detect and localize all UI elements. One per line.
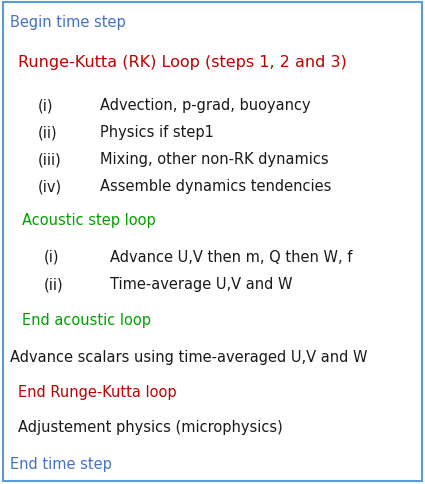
- Text: Runge-Kutta (RK) Loop (steps 1, 2 and 3): Runge-Kutta (RK) Loop (steps 1, 2 and 3): [18, 55, 347, 70]
- Text: End Runge-Kutta loop: End Runge-Kutta loop: [18, 384, 177, 399]
- Text: (i): (i): [38, 98, 54, 113]
- Text: (ii): (ii): [38, 125, 58, 140]
- Text: Acoustic step loop: Acoustic step loop: [22, 212, 156, 227]
- Text: Advance U,V then m, Q then W, f: Advance U,V then m, Q then W, f: [110, 249, 352, 264]
- Text: End time step: End time step: [10, 456, 112, 471]
- Text: End acoustic loop: End acoustic loop: [22, 312, 151, 327]
- FancyBboxPatch shape: [3, 3, 422, 481]
- Text: Begin time step: Begin time step: [10, 15, 126, 30]
- Text: Mixing, other non-RK dynamics: Mixing, other non-RK dynamics: [100, 151, 329, 166]
- Text: (iv): (iv): [38, 179, 62, 194]
- Text: Physics if step1: Physics if step1: [100, 125, 214, 140]
- Text: (ii): (ii): [44, 276, 64, 291]
- Text: (iii): (iii): [38, 151, 62, 166]
- Text: Assemble dynamics tendencies: Assemble dynamics tendencies: [100, 179, 332, 194]
- Text: (i): (i): [44, 249, 60, 264]
- Text: Adjustement physics (microphysics): Adjustement physics (microphysics): [18, 419, 283, 434]
- Text: Advection, p-grad, buoyancy: Advection, p-grad, buoyancy: [100, 98, 311, 113]
- Text: Time-average U,V and W: Time-average U,V and W: [110, 276, 292, 291]
- Text: Advance scalars using time-averaged U,V and W: Advance scalars using time-averaged U,V …: [10, 349, 368, 364]
